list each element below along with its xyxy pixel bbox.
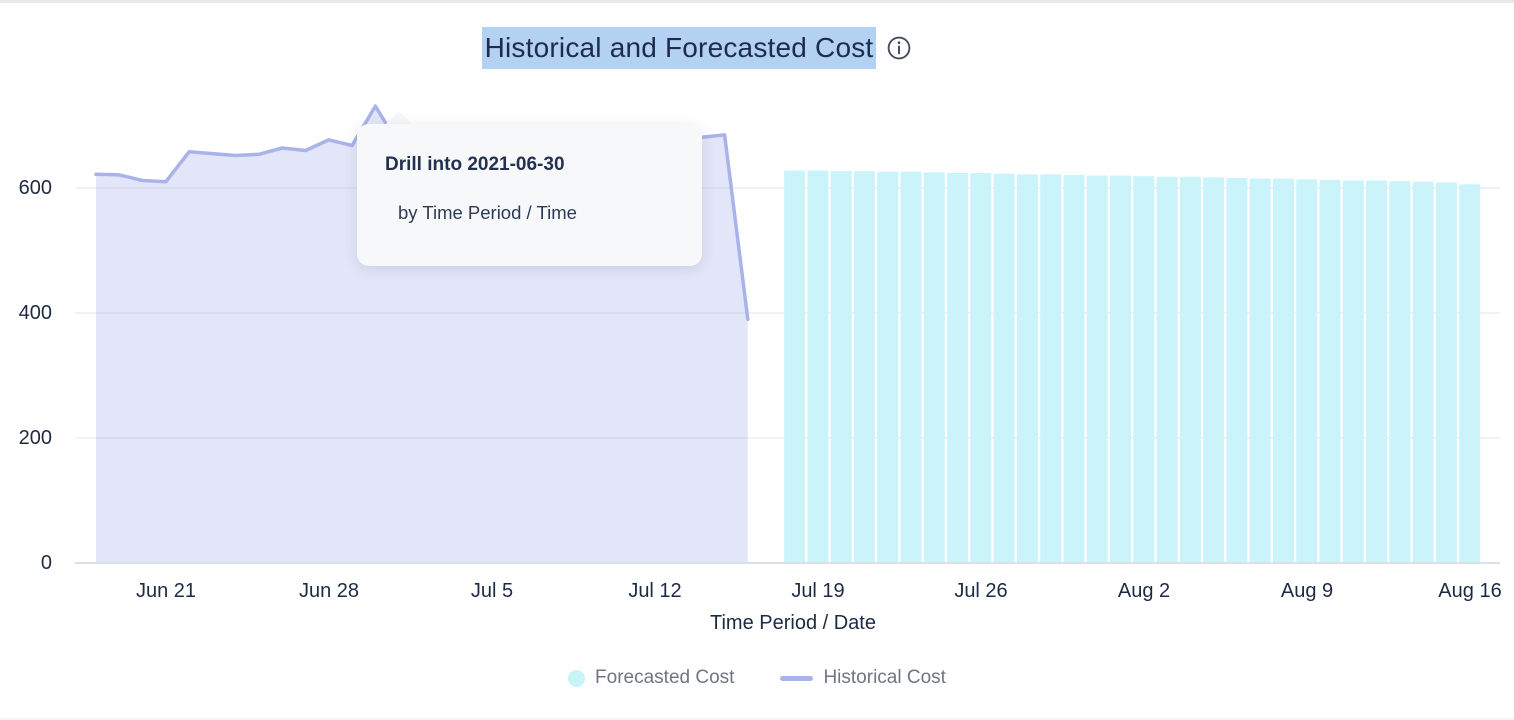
x-tick-label: Jul 12 (628, 580, 682, 602)
tooltip-subtitle: by Time Period / Time (398, 202, 577, 223)
legend-item-historical-cost[interactable]: Historical Cost (780, 667, 946, 689)
x-tick-label: Aug 16 (1438, 580, 1502, 602)
x-tick-label: Jun 28 (298, 580, 360, 602)
y-tick-label: 400 (18, 302, 52, 324)
x-tick-label: Aug 2 (1117, 580, 1171, 602)
x-tick-label: Jul 26 (954, 580, 1008, 602)
chart-header: Historical and Forecasted Cost (0, 27, 1454, 70)
y-tick-label: 0 (40, 552, 52, 574)
x-tick-label: Jun 21 (135, 580, 197, 602)
x-tick-label: Jul 5 (470, 580, 514, 602)
chart-title: Historical and Forecasted Cost (481, 27, 877, 70)
forecasted-cost-series (784, 170, 1481, 564)
chart-legend: Forecasted Cost Historical Cost (0, 667, 1514, 689)
legend-swatch-circle-icon (568, 669, 586, 687)
x-axis-title: Time Period / Date (710, 612, 876, 634)
legend-item-forecasted-cost[interactable]: Forecasted Cost (568, 667, 734, 689)
y-tick-label: 200 (18, 427, 52, 449)
info-icon[interactable] (886, 35, 912, 61)
legend-label: Forecasted Cost (595, 667, 735, 688)
tooltip-title: Drill into 2021-06-30 (385, 154, 565, 175)
y-tick-label: 600 (18, 177, 52, 199)
drill-tooltip[interactable]: Drill into 2021-06-30 by Time Period / T… (357, 124, 702, 266)
x-tick-label: Jul 19 (791, 580, 845, 602)
legend-swatch-line-icon (780, 675, 814, 681)
x-tick-label: Aug 9 (1280, 580, 1334, 602)
legend-label: Historical Cost (823, 667, 946, 688)
